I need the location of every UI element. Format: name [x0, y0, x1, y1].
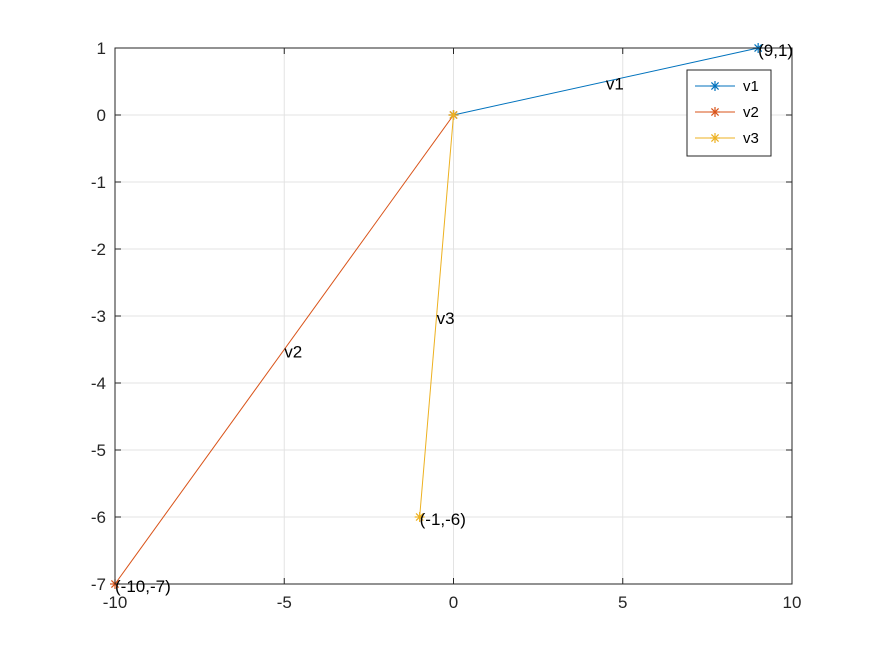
y-tick-label: 0: [97, 106, 106, 125]
y-tick-label: -4: [91, 374, 106, 393]
legend-item-v2[interactable]: v2: [695, 104, 759, 121]
legend-item-v1[interactable]: v1: [695, 78, 759, 95]
mid-label-v1: v1: [606, 75, 624, 94]
legend-marker-v3: [710, 133, 720, 143]
endpoint-label-v2: (-10,-7): [115, 577, 171, 596]
x-tick-label: 0: [449, 593, 458, 612]
legend-marker-v2: [710, 107, 720, 117]
mid-label-v3: v3: [437, 309, 455, 328]
legend-item-v3[interactable]: v3: [695, 130, 759, 147]
y-tick-label: -6: [91, 508, 106, 527]
annotations: (9,1) v1 (-10,-7) v2 (-1,-6) v3: [115, 41, 793, 596]
series-line-v2: [114, 114, 454, 585]
legend-marker-v1: [710, 81, 720, 91]
endpoint-label-v1: (9,1): [758, 41, 793, 60]
grid-lines: [115, 48, 792, 584]
x-tick-label: -10: [103, 593, 128, 612]
x-tick-label: 10: [783, 593, 802, 612]
series-line-v3: [419, 114, 454, 518]
series-layer: [110, 43, 764, 589]
legend[interactable]: v1 v2 v3: [686, 69, 772, 157]
x-tick-label: -5: [277, 593, 292, 612]
legend-label-v2: v2: [743, 104, 759, 121]
legend-label-v1: v1: [743, 78, 759, 95]
mid-label-v2: v2: [284, 343, 302, 362]
tick-marks: [114, 47, 793, 585]
legend-label-v3: v3: [743, 130, 759, 147]
y-tick-label: -1: [91, 173, 106, 192]
y-tick-label: 1: [97, 39, 106, 58]
legend-box: [686, 69, 772, 157]
y-tick-label: -7: [91, 575, 106, 594]
marker-v3-1: [414, 512, 425, 522]
endpoint-label-v3: (-1,-6): [420, 510, 466, 529]
marker-v3-0: [448, 110, 459, 120]
y-tick-label: -5: [91, 441, 106, 460]
y-tick-label: -2: [91, 240, 106, 259]
series-line-v1: [453, 47, 759, 116]
x-tick-label: 5: [618, 593, 627, 612]
y-tick-label: -3: [91, 307, 106, 326]
